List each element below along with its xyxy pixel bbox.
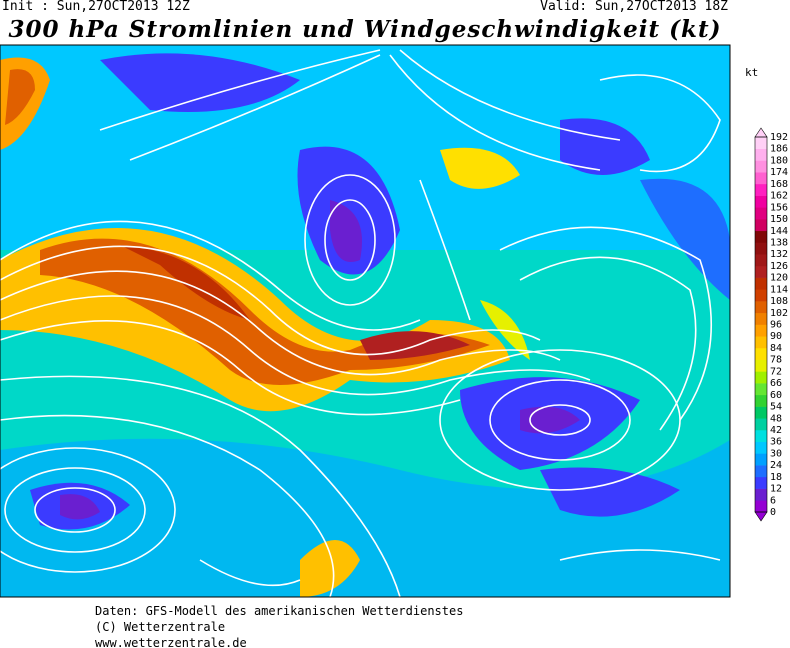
footer-line: Daten: GFS-Modell des amerikanischen Wet… bbox=[95, 604, 464, 618]
color-swatch bbox=[755, 347, 767, 360]
colorbar-arrow bbox=[754, 127, 768, 138]
legend-tick-label: 162 bbox=[770, 191, 788, 202]
wind-field bbox=[0, 45, 730, 597]
color-swatch bbox=[755, 148, 767, 161]
color-swatch bbox=[755, 172, 767, 185]
legend-unit: kt bbox=[745, 66, 759, 79]
legend-tick-label: 180 bbox=[770, 155, 788, 166]
legend-tick-label: 30 bbox=[770, 448, 782, 459]
footer-line: (C) Wetterzentrale bbox=[95, 620, 226, 634]
legend-tick-label: 90 bbox=[770, 331, 782, 342]
legend-tick-label: 126 bbox=[770, 261, 788, 272]
color-swatch bbox=[755, 160, 767, 173]
legend-tick-label: 72 bbox=[770, 366, 782, 377]
color-swatch bbox=[755, 383, 767, 396]
legend-tick-label: 84 bbox=[770, 343, 782, 354]
colorbar-frame bbox=[754, 136, 768, 513]
legend-tick-label: 66 bbox=[770, 378, 782, 389]
color-swatch bbox=[755, 418, 767, 431]
color-swatch bbox=[755, 441, 767, 454]
legend-tick-label: 144 bbox=[770, 226, 788, 237]
legend-tick-label: 96 bbox=[770, 320, 782, 331]
legend-tick-label: 24 bbox=[770, 460, 782, 471]
footer-line: www.wetterzentrale.de bbox=[95, 636, 247, 648]
color-swatch bbox=[755, 207, 767, 220]
color-swatch bbox=[755, 301, 767, 314]
color-swatch bbox=[755, 265, 767, 278]
legend-tick-label: 168 bbox=[770, 179, 788, 190]
legend-tick-label: 114 bbox=[770, 284, 788, 295]
legend-tick-label: 174 bbox=[770, 167, 788, 178]
color-swatch bbox=[755, 465, 767, 478]
legend-tick-label: 48 bbox=[770, 413, 782, 424]
legend-tick-label: 120 bbox=[770, 273, 788, 284]
color-swatch bbox=[755, 289, 767, 302]
legend-tick-label: 186 bbox=[770, 144, 788, 155]
legend-tick-label: 108 bbox=[770, 296, 788, 307]
legend-tick-label: 60 bbox=[770, 390, 782, 401]
legend-tick-label: 12 bbox=[770, 484, 782, 495]
colorbar: 0612182430364248546066727884909610210811… bbox=[754, 127, 788, 522]
color-swatch bbox=[755, 183, 767, 196]
color-swatch bbox=[755, 230, 767, 243]
color-swatch bbox=[755, 137, 767, 150]
legend-tick-label: 0 bbox=[770, 507, 776, 518]
color-swatch bbox=[755, 394, 767, 407]
map-title: 300 hPa Stromlinien und Windgeschwindigk… bbox=[8, 16, 722, 43]
legend-tick-label: 138 bbox=[770, 237, 788, 248]
color-swatch bbox=[755, 488, 767, 501]
legend-tick-label: 102 bbox=[770, 308, 788, 319]
colorbar-arrow bbox=[754, 511, 768, 522]
legend-tick-label: 132 bbox=[770, 249, 788, 260]
color-swatch bbox=[755, 406, 767, 419]
legend-tick-label: 54 bbox=[770, 402, 782, 413]
color-swatch bbox=[755, 254, 767, 267]
color-swatch bbox=[755, 336, 767, 349]
init-time: Init : Sun,27OCT2013 12Z bbox=[2, 0, 190, 14]
color-swatch bbox=[755, 312, 767, 325]
color-swatch bbox=[755, 359, 767, 372]
color-swatch bbox=[755, 500, 767, 513]
legend-tick-label: 18 bbox=[770, 472, 782, 483]
legend-tick-label: 192 bbox=[770, 132, 788, 143]
streamlines bbox=[0, 49, 721, 597]
color-swatch bbox=[755, 277, 767, 290]
color-swatch bbox=[755, 324, 767, 337]
legend-tick-label: 156 bbox=[770, 202, 788, 213]
color-swatch bbox=[755, 242, 767, 255]
footer: Daten: GFS-Modell des amerikanischen Wet… bbox=[95, 603, 463, 648]
legend-tick-label: 78 bbox=[770, 355, 782, 366]
legend-tick-label: 36 bbox=[770, 437, 782, 448]
color-swatch bbox=[755, 371, 767, 384]
map-frame bbox=[0, 44, 731, 598]
legend-tick-label: 6 bbox=[770, 495, 776, 506]
color-swatch bbox=[755, 195, 767, 208]
legend-tick-label: 150 bbox=[770, 214, 788, 225]
legend-tick-label: 42 bbox=[770, 425, 782, 436]
color-swatch bbox=[755, 476, 767, 489]
color-swatch bbox=[755, 429, 767, 442]
valid-time: Valid: Sun,27OCT2013 18Z bbox=[540, 0, 728, 14]
color-swatch bbox=[755, 219, 767, 232]
color-swatch bbox=[755, 453, 767, 466]
